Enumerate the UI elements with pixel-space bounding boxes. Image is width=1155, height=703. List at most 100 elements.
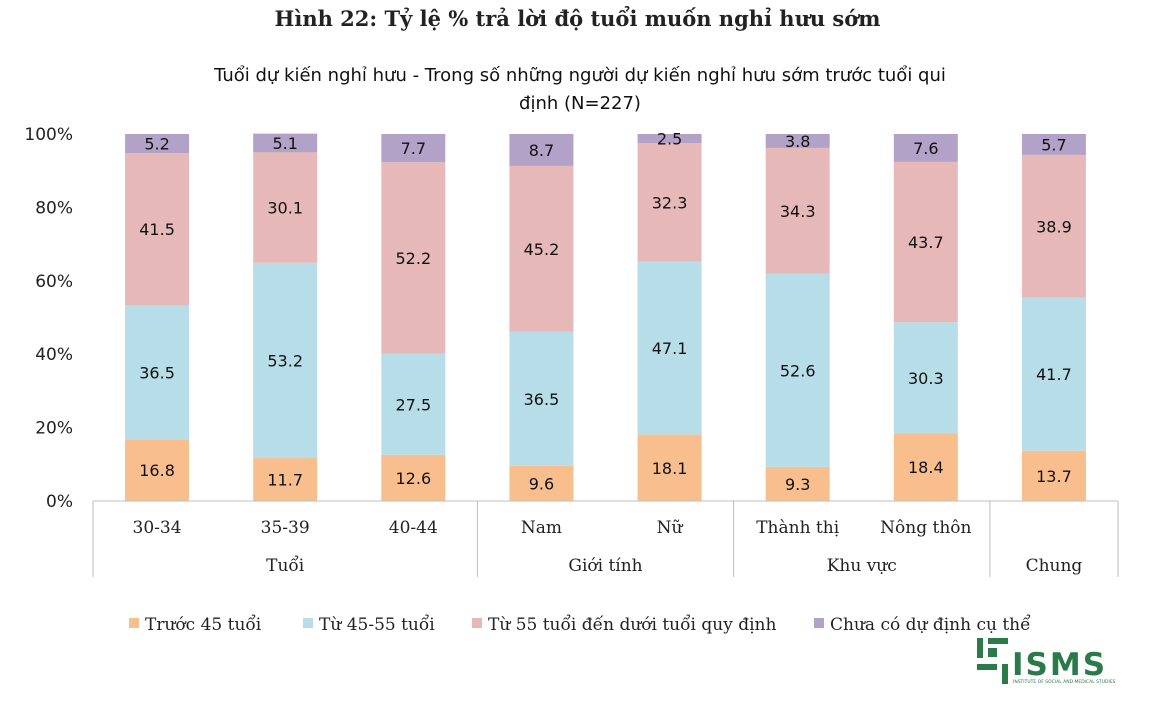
y-tick-label: 80%	[35, 198, 73, 218]
bar-segment	[893, 322, 958, 434]
x-axis: 30-34 35-39 40-44 Nam Nữ Thành thị Nông thôn Tu…	[92, 500, 1119, 577]
data-label: 52.2	[396, 249, 432, 268]
x-tick-label: Nông thôn	[880, 518, 971, 538]
data-label: 18.4	[908, 458, 944, 477]
legend-label: Từ 55 tuổi đến dưới tuổi quy định	[488, 615, 776, 635]
bar-segment	[1021, 297, 1086, 451]
bar-segment	[509, 331, 574, 466]
data-label: 12.6	[396, 469, 432, 488]
x-tick-label: Thành thị	[756, 518, 840, 538]
y-tick-label: 0%	[46, 492, 73, 512]
bar-segment	[125, 305, 190, 440]
data-label: 36.5	[139, 363, 175, 382]
chart-subtitle-line1: Tuổi dự kiến nghỉ hưu - Trong số những n…	[214, 65, 946, 86]
bar-segment	[381, 134, 446, 163]
data-label: 7.6	[913, 139, 938, 158]
logo-subtext: INSTITUTE OF SOCIAL AND MEDICAL STUDIES	[1013, 679, 1116, 685]
bar-segment	[381, 353, 446, 455]
chart-subtitle: Tuổi dự kiến nghỉ hưu - Trong số những n…	[140, 62, 1020, 118]
data-label: 9.3	[785, 475, 810, 494]
bar-segment	[1021, 154, 1086, 298]
bar-segment	[1021, 450, 1086, 501]
data-label: 2.5	[657, 130, 682, 149]
bar-segment	[253, 152, 318, 263]
data-label: 13.7	[1036, 467, 1072, 486]
bar-segment	[893, 161, 958, 323]
bar-segment	[509, 134, 574, 166]
bars: 16.8 36.5 41.5 5.2 11.7 53.2 30.1 5.1 12.6 27.5 52…	[125, 130, 1086, 501]
data-label: 53.2	[267, 351, 303, 370]
figure-title: Hình 22: Tỷ lệ % trả lời độ tuổi muốn ng…	[274, 6, 881, 31]
data-label: 41.7	[1036, 365, 1072, 384]
data-label: 32.3	[652, 193, 688, 212]
isms-logo: ISMS INSTITUTE OF SOCIAL AND MEDICAL STU…	[977, 638, 1116, 685]
chart-subtitle-line2: định (N=227)	[519, 93, 641, 114]
x-group-label: Khu vực	[827, 556, 897, 576]
bar-segment	[765, 273, 830, 467]
bar-segment	[637, 134, 702, 144]
x-tick-label: 40-44	[389, 518, 438, 538]
bar-segment	[637, 434, 702, 501]
logo-text: ISMS	[1012, 647, 1107, 683]
data-label: 30.1	[267, 199, 303, 218]
data-label: 47.1	[652, 339, 688, 358]
bar-segment	[253, 262, 318, 459]
data-label: 7.7	[401, 139, 426, 158]
bar-segment	[381, 162, 446, 354]
data-label: 52.6	[780, 361, 816, 380]
x-tick-label: 30-34	[133, 518, 182, 538]
data-label: 5.1	[272, 134, 297, 153]
data-label: 5.2	[144, 135, 169, 154]
data-label: 8.7	[529, 141, 554, 160]
bar-segment	[765, 134, 830, 148]
data-label: 5.7	[1041, 135, 1066, 154]
logo-cross-icon	[977, 638, 1008, 684]
legend-swatch	[814, 618, 824, 628]
bar-segment	[765, 147, 830, 274]
y-tick-label: 100%	[24, 125, 73, 145]
legend-swatch	[303, 618, 313, 628]
bar-segment	[125, 134, 190, 154]
data-label: 18.1	[652, 459, 688, 478]
bar-segment	[125, 439, 190, 501]
data-label: 38.9	[1036, 217, 1072, 236]
x-group-label: Tuổi	[266, 556, 305, 576]
bar-segment	[765, 466, 830, 501]
data-label: 30.3	[908, 369, 944, 388]
bar-segment	[893, 433, 958, 501]
legend-label: Chưa có dự định cụ thể	[830, 615, 1031, 635]
data-label: 16.8	[139, 461, 175, 480]
bar-segment	[509, 165, 574, 332]
legend-swatch	[472, 618, 482, 628]
data-label: 45.2	[524, 240, 560, 259]
x-tick-label: Nữ	[657, 518, 684, 538]
y-tick-label: 40%	[35, 345, 73, 365]
bar-segment	[637, 261, 702, 435]
bar-segment	[253, 458, 318, 501]
y-tick-label: 60%	[35, 272, 73, 292]
legend-label: Từ 45-55 tuổi	[319, 615, 435, 635]
x-group-label: Chung	[1026, 556, 1083, 576]
legend: Trước 45 tuổi Từ 45-55 tuổi Từ 55 tuổi đến…	[129, 615, 1031, 635]
bar-segment	[253, 133, 318, 153]
x-tick-label: Nam	[521, 518, 562, 538]
bar-segment	[509, 465, 574, 501]
bar-segment	[1021, 134, 1086, 155]
data-label: 3.8	[785, 132, 810, 151]
legend-label: Trước 45 tuổi	[145, 615, 262, 635]
y-axis: 0% 20% 40% 60% 80% 100%	[24, 125, 73, 512]
data-label: 43.7	[908, 233, 944, 252]
x-group-label: Giới tính	[568, 556, 642, 576]
y-tick-label: 20%	[35, 419, 73, 439]
bar-segment	[893, 134, 958, 162]
bar-segment	[381, 454, 446, 501]
data-label: 36.5	[524, 390, 560, 409]
data-label: 27.5	[396, 395, 432, 414]
data-label: 9.6	[529, 474, 554, 493]
data-label: 11.7	[267, 471, 303, 490]
legend-swatch	[129, 618, 139, 628]
x-tick-label: 35-39	[261, 518, 310, 538]
data-label: 41.5	[139, 220, 175, 239]
data-label: 34.3	[780, 202, 816, 221]
